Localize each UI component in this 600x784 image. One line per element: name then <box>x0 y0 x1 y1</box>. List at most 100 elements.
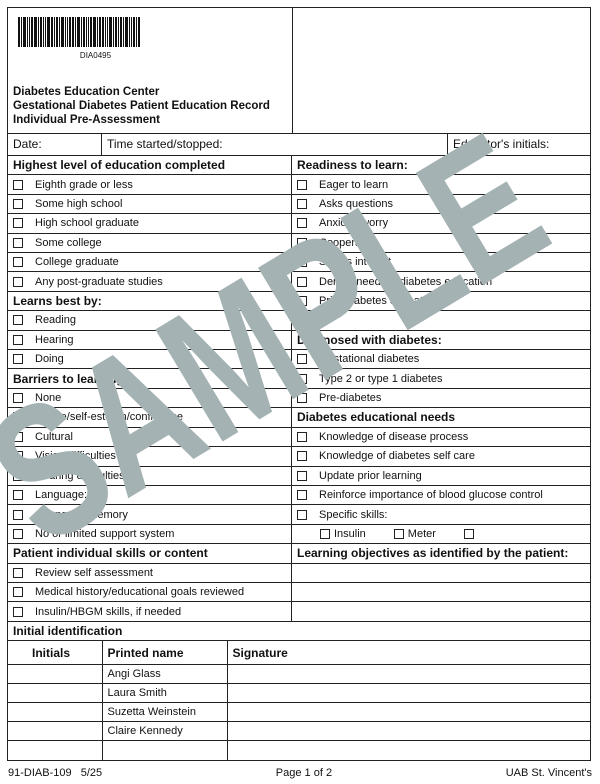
checkbox[interactable] <box>13 315 23 326</box>
title-line: Individual Pre-Assessment <box>13 114 160 126</box>
signature-cell[interactable] <box>227 664 590 685</box>
barcode-bar <box>47 17 50 47</box>
checkbox-label: Type 2 or type 1 diabetes <box>319 372 443 385</box>
barcode-bar <box>90 17 92 47</box>
checkbox-item: Some high school <box>8 195 291 215</box>
checkbox[interactable] <box>297 509 307 520</box>
checkbox-item: Knowledge of diabetes self care <box>292 447 590 467</box>
checkbox[interactable] <box>13 179 23 190</box>
checkbox[interactable] <box>13 470 23 481</box>
checkbox[interactable] <box>13 393 23 404</box>
barcode-bar <box>88 17 89 47</box>
checkbox[interactable] <box>13 587 23 598</box>
col-signature: Signature <box>227 641 590 666</box>
printed-name-cell: Suzetta Weinstein <box>102 702 228 723</box>
checkbox[interactable] <box>320 528 330 539</box>
blank-line[interactable] <box>292 311 590 331</box>
checkbox[interactable] <box>297 218 307 229</box>
barcode-bar <box>65 17 66 47</box>
checkbox[interactable] <box>297 490 307 501</box>
initials-cell[interactable] <box>8 721 103 742</box>
checkbox[interactable] <box>297 393 307 404</box>
barcode-bar <box>83 17 85 47</box>
barcode-bar <box>27 17 28 47</box>
checkbox[interactable] <box>13 509 23 520</box>
checkbox-item: Eighth grade or less <box>8 175 291 195</box>
checkbox[interactable] <box>13 276 23 287</box>
blank-line[interactable] <box>292 602 590 622</box>
form-title: Diabetes Education Center Gestational Di… <box>13 85 270 127</box>
col-initials: Initials <box>8 641 103 666</box>
signature-cell[interactable] <box>227 741 590 760</box>
barcode-bar <box>107 17 108 47</box>
signature-cell[interactable] <box>227 683 590 704</box>
checkbox[interactable] <box>297 276 307 287</box>
blank-line[interactable] <box>292 583 590 603</box>
identification-row: Angi Glass <box>8 664 590 685</box>
col-printed-name: Printed name <box>102 641 228 666</box>
initials-cell[interactable] <box>8 664 103 685</box>
checkbox[interactable] <box>13 257 23 268</box>
signature-cell[interactable] <box>227 702 590 723</box>
initials-cell[interactable] <box>8 702 103 723</box>
checkbox[interactable] <box>297 199 307 210</box>
right-column: Readiness to learn: Eager to learn Asks qu… <box>292 156 590 622</box>
barcode-bar <box>138 17 140 47</box>
checkbox[interactable] <box>13 354 23 365</box>
barcode-bar <box>99 17 101 47</box>
checkbox[interactable] <box>13 334 23 345</box>
date-field[interactable]: Date: <box>8 134 102 155</box>
info-row: Date: Time started/stopped: Educator's i… <box>8 134 590 156</box>
barcode-bar <box>56 17 58 47</box>
identification-table: Initials Printed name Signature Angi Gla… <box>8 641 590 760</box>
checkbox[interactable] <box>13 218 23 229</box>
checkbox-label: Anxious/worry <box>319 217 389 230</box>
checkbox[interactable] <box>297 257 307 268</box>
checkbox[interactable] <box>13 490 23 501</box>
checkbox-item: Asks questions <box>292 195 590 215</box>
checkbox[interactable] <box>297 470 307 481</box>
checkbox[interactable] <box>13 451 23 462</box>
barcode <box>18 17 173 47</box>
checkbox[interactable] <box>13 412 23 423</box>
title-line: Gestational Diabetes Patient Education R… <box>13 100 270 112</box>
checkbox[interactable] <box>13 528 23 539</box>
checkbox[interactable] <box>393 528 404 539</box>
checkbox[interactable] <box>13 237 23 248</box>
time-field[interactable]: Time started/stopped: <box>102 134 448 155</box>
checkbox[interactable] <box>463 528 474 539</box>
initials-cell[interactable] <box>8 683 103 704</box>
checkbox[interactable] <box>297 451 307 462</box>
section-heading: Learns best by: <box>8 292 291 312</box>
initials-cell[interactable] <box>8 740 103 760</box>
barcode-bar <box>125 17 128 47</box>
checkbox[interactable] <box>297 179 307 190</box>
checkbox[interactable] <box>13 431 23 442</box>
checkbox-label: Desire/self-esteem/confidence <box>35 411 183 424</box>
checkbox[interactable] <box>297 237 307 248</box>
section-heading: Readiness to learn: <box>292 156 590 176</box>
checkbox-item: No or limited support system <box>8 525 291 545</box>
organization: UAB St. Vincent's <box>505 767 592 779</box>
signature-cell[interactable] <box>227 721 590 742</box>
printed-name-cell <box>102 740 228 760</box>
checkbox[interactable] <box>13 606 23 617</box>
blank-line[interactable] <box>292 564 590 583</box>
checkbox-label: Hearing difficulties <box>35 469 125 482</box>
checkbox[interactable] <box>297 296 307 307</box>
section-heading: Barriers to learning: <box>8 369 291 389</box>
educator-initials-field[interactable]: Educator's initials: <box>453 137 550 151</box>
checkbox[interactable] <box>297 431 307 442</box>
checkbox-item: Reinforce importance of blood glucose co… <box>292 486 590 506</box>
checkbox[interactable] <box>13 567 23 578</box>
barcode-bar <box>102 17 104 47</box>
checkbox-label: Change in memory <box>35 508 128 521</box>
printed-name-cell: Angi Glass <box>102 664 228 685</box>
checkbox-label: Review self assessment <box>35 566 153 579</box>
checkbox[interactable] <box>297 373 307 384</box>
checkbox-item: Reading <box>8 311 291 331</box>
checkbox[interactable] <box>297 354 307 365</box>
barcode-bar <box>72 17 74 47</box>
checkbox[interactable] <box>13 199 23 210</box>
section-heading: Learning objectives as identified by the… <box>292 544 590 564</box>
